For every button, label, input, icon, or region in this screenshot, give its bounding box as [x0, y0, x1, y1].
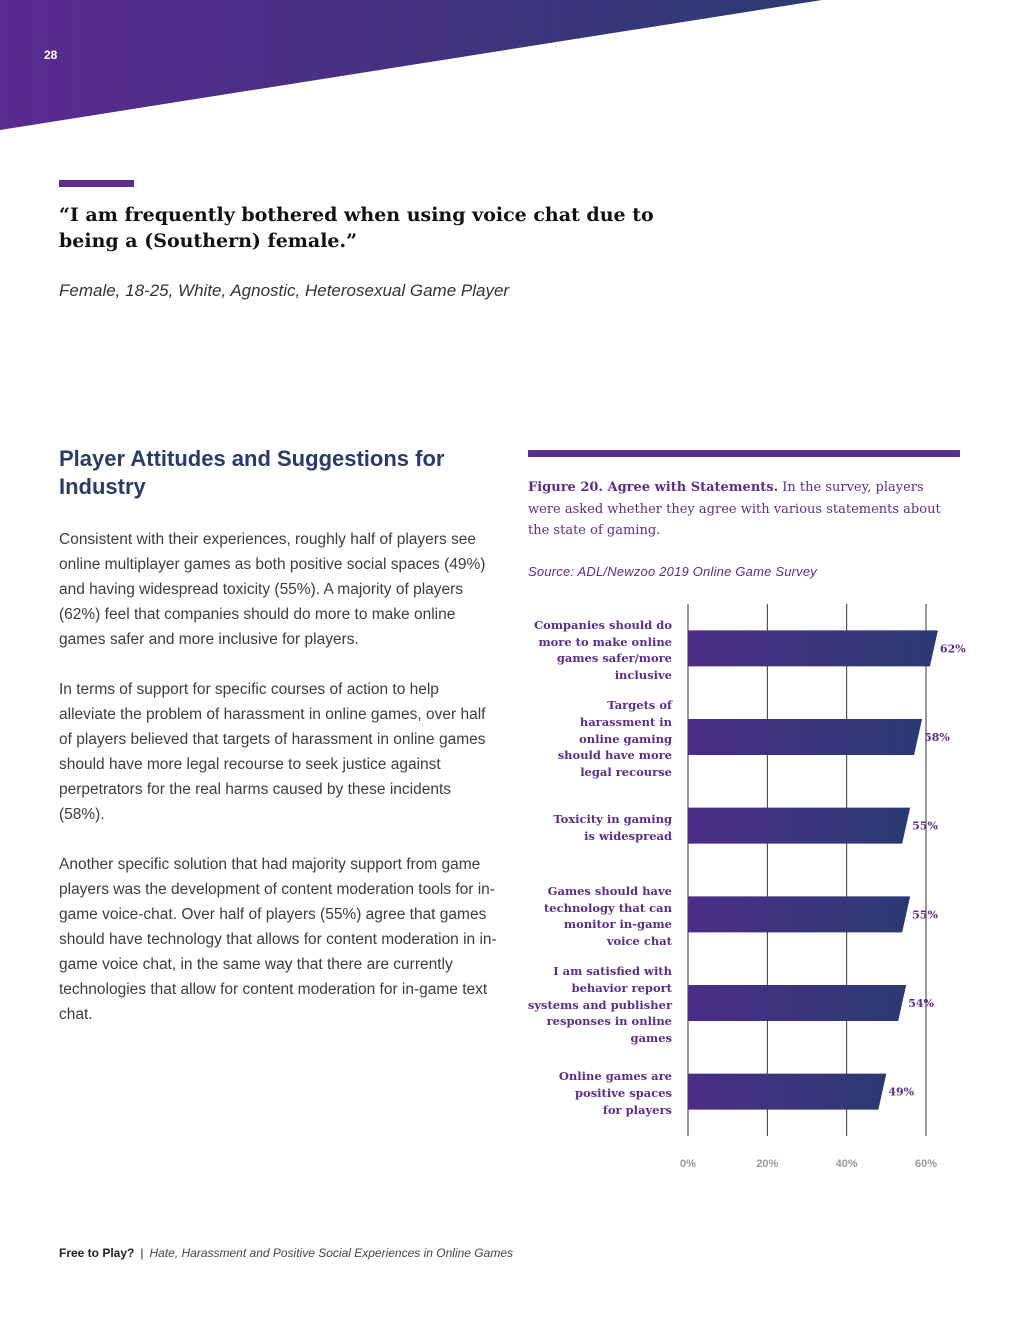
- category-label-line: Online games are: [558, 1069, 672, 1084]
- quote-attribution: Female, 18-25, White, Agnostic, Heterose…: [59, 281, 510, 300]
- category-label-line: I am satisfied with: [553, 964, 672, 978]
- category-label-line: Targets of: [607, 698, 672, 712]
- category-label-line: games safer/more: [556, 651, 672, 666]
- bar: [688, 630, 938, 667]
- figure-source: Source: ADL/Newzoo 2019 Online Game Surv…: [528, 564, 818, 579]
- footer-title: Free to Play?: [59, 1246, 135, 1260]
- page-number: 28: [44, 48, 58, 62]
- paragraph: Consistent with their experiences, rough…: [59, 531, 486, 648]
- category-label-line: is widespread: [584, 828, 672, 843]
- x-tick-label: 20%: [756, 1158, 778, 1170]
- category-label-line: responses in online: [546, 1014, 672, 1029]
- figure-accent-rule: [528, 450, 960, 457]
- footer-subtitle: Hate, Harassment and Positive Social Exp…: [149, 1246, 513, 1260]
- paragraph: Another specific solution that had major…: [59, 856, 497, 1023]
- figure-caption-text: In the survey, players were asked whethe…: [528, 480, 941, 538]
- category-label-line: technology that can: [543, 900, 672, 915]
- bar: [688, 807, 911, 844]
- body-text: Consistent with their experiences, rough…: [59, 527, 497, 1052]
- category-label-line: inclusive: [614, 668, 672, 683]
- bar: [688, 719, 923, 755]
- agree-statements-chart: 0% 20% 40% 60% 62% 58% 55% 55% 54% 49% Companies …: [520, 596, 980, 1186]
- category-label-line: Games should have: [547, 883, 672, 898]
- data-label: 55%: [912, 820, 938, 833]
- category-label: I am satisfied with behavior report system…: [522, 963, 672, 1047]
- category-label-line: Companies should do: [534, 617, 672, 632]
- pull-quote: “I am frequently bothered when using voi…: [59, 204, 654, 252]
- category-label-line: online gaming: [579, 731, 672, 746]
- category-label-line: legal recourse: [580, 765, 672, 780]
- figure-caption: Figure 20. Agree with Statements. In the…: [528, 477, 948, 542]
- category-label: Targets of harassment in online gaming shou…: [522, 697, 672, 781]
- quote-accent-rule: [59, 180, 134, 187]
- bar: [688, 985, 907, 1021]
- category-label-line: positive spaces: [575, 1086, 672, 1101]
- data-label: 55%: [912, 908, 938, 921]
- category-label-line: for players: [602, 1103, 672, 1118]
- paragraph: In terms of support for specific courses…: [59, 681, 486, 823]
- bar: [688, 1073, 887, 1110]
- data-label: 62%: [940, 642, 966, 655]
- category-label-line: should have more: [557, 748, 672, 763]
- x-tick-label: 40%: [836, 1158, 858, 1170]
- footer: Free to Play? | Hate, Harassment and Posit…: [59, 1246, 513, 1260]
- category-label-line: more to make online: [538, 634, 672, 649]
- chart-canvas: 0% 20% 40% 60% 62% 58% 55% 55% 54% 49%: [680, 604, 966, 1170]
- category-label: Games should have technology that can moni…: [522, 883, 672, 950]
- category-label-line: Toxicity in gaming: [553, 811, 672, 826]
- category-label: Online games are positive spaces for playe…: [522, 1068, 672, 1118]
- x-tick-label: 0%: [680, 1158, 696, 1170]
- category-label-line: behavior report: [571, 980, 672, 995]
- category-label-line: systems and publisher: [527, 997, 672, 1012]
- category-label-line: monitor in-game: [563, 917, 672, 932]
- section-title: Player Attitudes and Suggestions for Ind…: [59, 446, 445, 499]
- data-label: 58%: [924, 731, 950, 744]
- category-label-line: voice chat: [606, 934, 672, 949]
- header-banner: [0, 0, 822, 130]
- footer-separator: |: [140, 1246, 144, 1260]
- category-label: Companies should do more to make online ga…: [522, 617, 672, 684]
- bar: [688, 896, 911, 933]
- figure-label: Figure 20. Agree with Statements.: [528, 480, 779, 495]
- x-tick-label: 60%: [915, 1158, 937, 1170]
- data-label: 54%: [908, 997, 934, 1010]
- category-label: Toxicity in gaming is widespread: [522, 811, 672, 845]
- category-label-line: harassment in: [579, 714, 672, 729]
- category-label-line: games: [630, 1031, 672, 1046]
- data-label: 49%: [888, 1086, 914, 1099]
